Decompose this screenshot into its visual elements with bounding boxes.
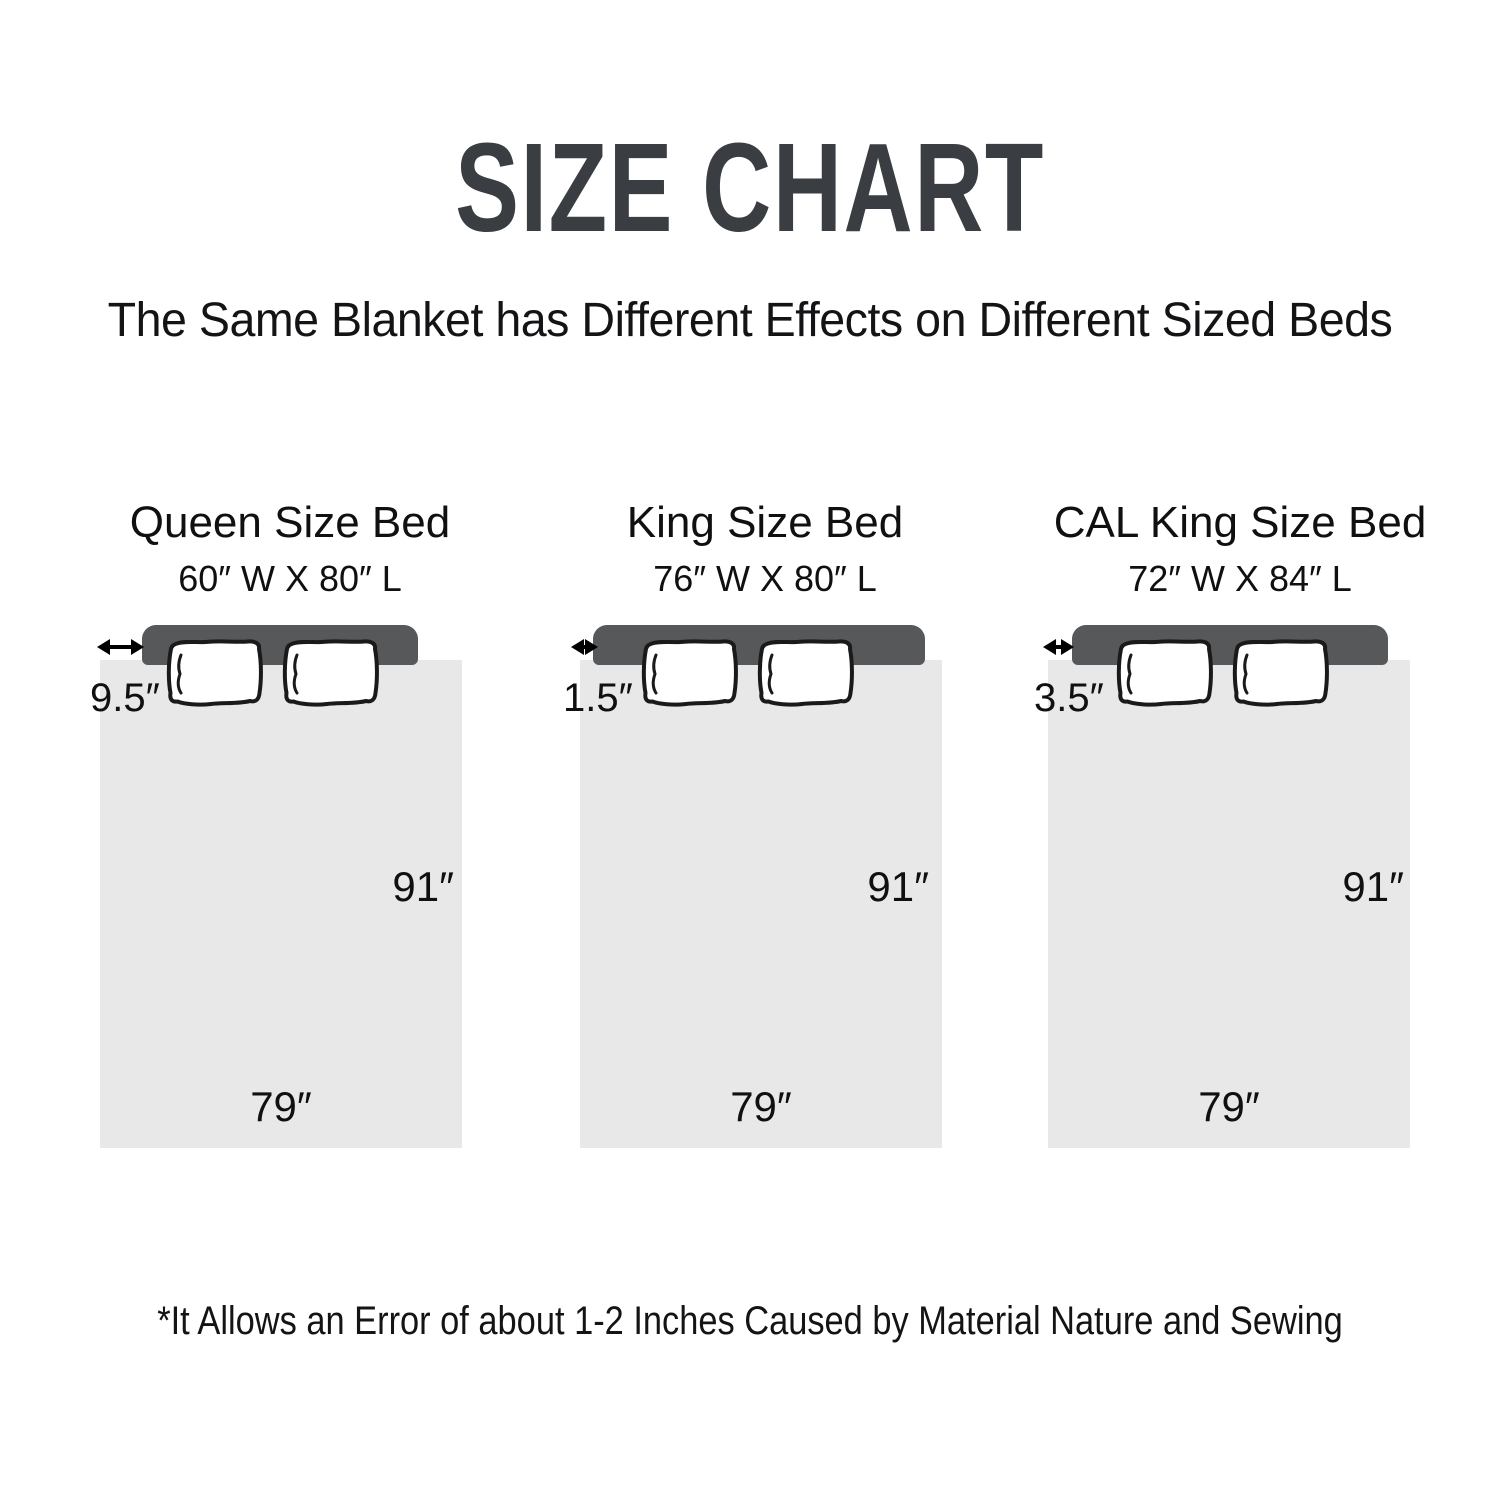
pillow-icon xyxy=(1232,639,1329,707)
bed-dimensions: 60″ W X 80″ L xyxy=(178,558,402,599)
page-title: SIZE CHART xyxy=(455,117,1045,258)
blanket-area xyxy=(1048,660,1410,1148)
bed-diagram-cal-king: CAL King Size Bed 72″ W X 84″ L 3.5″ 91″… xyxy=(1030,490,1450,1190)
blanket-area xyxy=(100,660,462,1148)
pillow-icon xyxy=(1116,639,1213,707)
pillow-icon xyxy=(166,639,263,707)
blanket-area xyxy=(580,660,942,1148)
blanket-length-label: 91″ xyxy=(867,863,929,910)
pillow-icon xyxy=(757,639,854,707)
blanket-length-label: 91″ xyxy=(1342,863,1404,910)
page-subtitle: The Same Blanket has Different Effects o… xyxy=(107,294,1393,347)
pillow-icon xyxy=(282,639,379,707)
overhang-arrow-icon xyxy=(571,636,598,658)
blanket-width-label: 79″ xyxy=(730,1083,792,1130)
bed-diagram-queen: Queen Size Bed 60″ W X 80″ L 9.5″ 91″ 79… xyxy=(80,490,500,1190)
bed-diagram-king: King Size Bed 76″ W X 80″ L 1.5″ 91″ 79″ xyxy=(555,490,975,1190)
blanket-width-label: 79″ xyxy=(1198,1083,1260,1130)
overhang-label: 9.5″ xyxy=(90,676,160,720)
bed-dimensions: 72″ W X 84″ L xyxy=(1128,558,1352,599)
blanket-width-label: 79″ xyxy=(250,1083,312,1130)
overhang-arrow-icon xyxy=(1043,636,1074,658)
blanket-length-label: 91″ xyxy=(392,863,454,910)
bed-title: Queen Size Bed xyxy=(129,498,451,547)
overhang-label: 1.5″ xyxy=(563,676,633,720)
overhang-arrow-icon xyxy=(97,636,144,658)
bed-dimensions: 76″ W X 80″ L xyxy=(653,558,877,599)
footnote: *It Allows an Error of about 1-2 Inches … xyxy=(157,1299,1343,1343)
pillow-icon xyxy=(641,639,738,707)
overhang-label: 3.5″ xyxy=(1034,676,1104,720)
bed-title: CAL King Size Bed xyxy=(1053,498,1427,547)
bed-title: King Size Bed xyxy=(626,498,904,547)
